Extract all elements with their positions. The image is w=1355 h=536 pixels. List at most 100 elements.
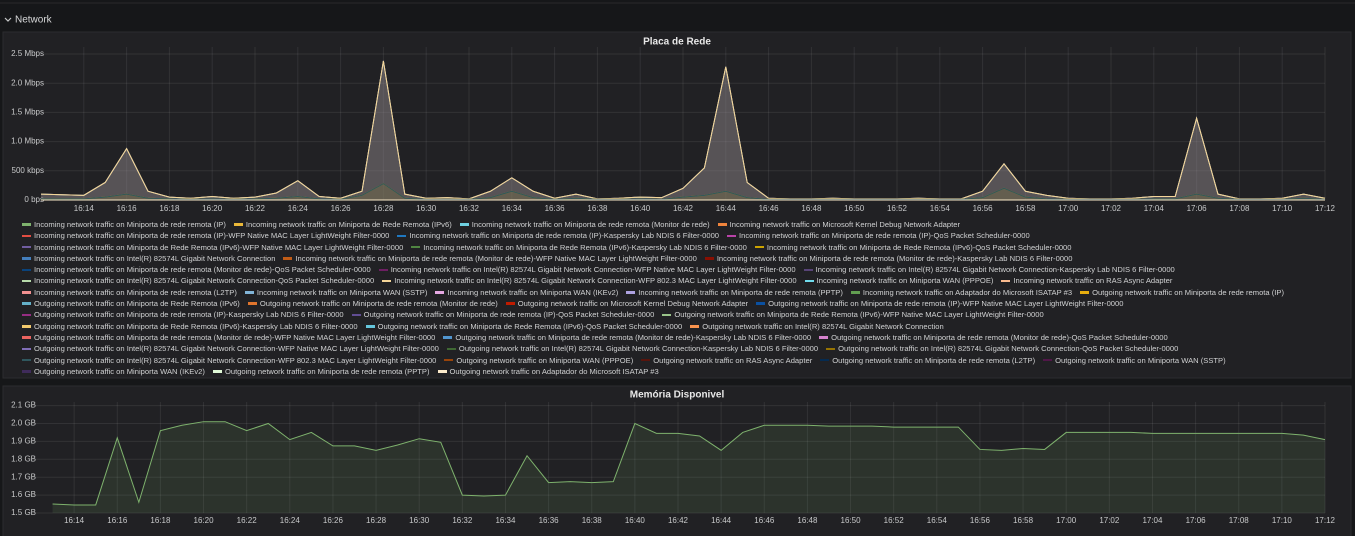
legend-label[interactable]: Incoming network traffic on Miniporta de…	[34, 265, 371, 275]
legend-item[interactable]: Incoming network traffic on Miniporta de…	[22, 230, 389, 241]
legend-item[interactable]: Outgoing network traffic on Miniporta de…	[22, 332, 435, 343]
legend-item[interactable]: Outgoing network traffic on Miniporta de…	[819, 332, 1168, 343]
legend-label[interactable]: Incoming network traffic on Miniporta de…	[34, 220, 226, 229]
row-title[interactable]: Network	[15, 15, 53, 26]
legend-label[interactable]: Outgoing network traffic on Miniporta WA…	[34, 366, 205, 376]
legend-item[interactable]: Outgoing network traffic on Intel(R) 825…	[826, 343, 1178, 354]
legend-label[interactable]: Incoming network traffic on Miniporta WA…	[256, 287, 428, 297]
legend-item[interactable]: Incoming network traffic on Intel(R) 825…	[22, 253, 275, 264]
legend-label[interactable]: Incoming network traffic on Miniporta de…	[471, 220, 710, 229]
legend-item[interactable]: Outgoing network traffic on Intel(R) 825…	[22, 355, 436, 366]
legend-label[interactable]: Incoming network traffic on Miniporta de…	[423, 242, 747, 252]
legend-label[interactable]: Outgoing network traffic on Miniporta de…	[674, 310, 1044, 320]
legend-label[interactable]: Incoming network traffic on Intel(R) 825…	[34, 276, 375, 286]
legend-label[interactable]: Outgoing network traffic on Miniporta de…	[34, 310, 344, 320]
legend-label[interactable]: Outgoing network traffic on Miniporta WA…	[1055, 355, 1226, 365]
legend-item[interactable]: Outgoing network traffic on Miniporta de…	[351, 309, 655, 320]
legend-label[interactable]: Incoming network traffic on Intel(R) 825…	[390, 265, 796, 275]
legend-item[interactable]: Outgoing network traffic on Miniporta de…	[22, 321, 358, 332]
legend-label[interactable]: Outgoing network traffic on Intel(R) 825…	[702, 321, 944, 331]
legend-item[interactable]: Incoming network traffic on Miniporta de…	[22, 287, 237, 298]
legend-label[interactable]: Outgoing network traffic on Intel(R) 825…	[838, 344, 1179, 354]
legend-label[interactable]: Outgoing network traffic on Miniporta WA…	[456, 355, 634, 365]
legend-label[interactable]: Incoming network traffic on Miniporta de…	[409, 231, 720, 241]
legend-item[interactable]: Incoming network traffic on Miniporta de…	[411, 242, 747, 253]
legend-item[interactable]: Incoming network traffic on Miniporta WA…	[244, 287, 428, 298]
legend-item[interactable]: Outgoing network traffic on Miniporta de…	[443, 332, 811, 343]
legend-item[interactable]: Incoming network traffic on Miniporta de…	[754, 242, 1072, 253]
legend-item[interactable]: Outgoing network traffic on Miniporta de…	[22, 298, 240, 309]
legend-item[interactable]: Outgoing network traffic on Intel(R) 825…	[22, 343, 439, 354]
legend-label[interactable]: Outgoing network traffic on RAS Async Ad…	[653, 355, 813, 365]
legend-label[interactable]: Incoming network traffic on Miniporta de…	[245, 220, 452, 229]
legend-item[interactable]: Outgoing network traffic on Intel(R) 825…	[690, 321, 944, 332]
legend-item[interactable]: Incoming network traffic on Miniporta de…	[22, 219, 226, 230]
legend-item[interactable]: Incoming network traffic on Miniporta de…	[283, 253, 697, 264]
legend-label[interactable]: Outgoing network traffic on Miniporta de…	[259, 299, 498, 309]
legend-item[interactable]: Outgoing network traffic on Miniporta de…	[212, 366, 430, 377]
legend-label[interactable]: Incoming network traffic on RAS Async Ad…	[1013, 276, 1173, 286]
legend-label[interactable]: Incoming network traffic on Miniporta de…	[638, 287, 843, 297]
legend-label[interactable]: Outgoing network traffic on Miniporta de…	[363, 310, 655, 320]
legend-label[interactable]: Incoming network traffic on Miniporta WA…	[447, 287, 619, 297]
legend-item[interactable]: Incoming network traffic on Miniporta WA…	[804, 275, 994, 286]
legend-label[interactable]: Incoming network traffic on Miniporta de…	[739, 231, 1030, 241]
legend-label[interactable]: Incoming network traffic on Intel(R) 825…	[815, 265, 1175, 275]
legend-item[interactable]: Incoming network traffic on Intel(R) 825…	[378, 264, 796, 275]
legend-item[interactable]: Outgoing network traffic on Miniporta de…	[756, 298, 1123, 309]
legend-item[interactable]: Incoming network traffic on Miniporta de…	[704, 253, 1073, 264]
legend-item[interactable]: Outgoing network traffic on Miniporta de…	[22, 309, 344, 320]
legend-label[interactable]: Outgoing network traffic on Miniporta de…	[34, 299, 240, 309]
legend-item[interactable]: Outgoing network traffic on Miniporta WA…	[1043, 355, 1226, 366]
row-chevron[interactable]	[4, 17, 12, 22]
legend-label[interactable]: Outgoing network traffic on Microsoft Ke…	[517, 299, 749, 309]
legend-label[interactable]: Incoming network traffic on Miniporta de…	[34, 287, 237, 297]
legend-label[interactable]: Incoming network traffic on Miniporta de…	[34, 231, 390, 241]
legend-label[interactable]: Outgoing network traffic on Miniporta de…	[34, 332, 436, 342]
legend-label[interactable]: Incoming network traffic on Miniporta de…	[716, 253, 1073, 263]
legend-item[interactable]: Incoming network traffic on Miniporta de…	[459, 219, 710, 230]
legend-item[interactable]: Outgoing network traffic on Microsoft Ke…	[505, 298, 749, 309]
legend-item[interactable]: Outgoing network traffic on Adaptador do…	[437, 366, 659, 377]
legend-label[interactable]: Outgoing network traffic on Miniporta de…	[377, 321, 683, 331]
legend-label[interactable]: Outgoing network traffic on Miniporta de…	[34, 321, 358, 331]
legend-item[interactable]: Incoming network traffic on Miniporta de…	[233, 219, 452, 230]
legend-label[interactable]: Outgoing network traffic on Miniporta de…	[768, 299, 1124, 309]
legend-item[interactable]: Outgoing network traffic on Miniporta de…	[662, 309, 1044, 320]
legend-item[interactable]: Incoming network traffic on Microsoft Ke…	[717, 219, 960, 230]
legend-item[interactable]: Incoming network traffic on Miniporta de…	[22, 264, 371, 275]
legend-item[interactable]: Incoming network traffic on Miniporta de…	[727, 230, 1030, 241]
legend-label[interactable]: Outgoing network traffic on Miniporta de…	[832, 355, 1036, 365]
legend-label[interactable]: Outgoing network traffic on Adaptador do…	[449, 366, 659, 376]
legend-item[interactable]: Incoming network traffic on Intel(R) 825…	[382, 275, 797, 286]
legend-label[interactable]: Incoming network traffic on Microsoft Ke…	[729, 220, 960, 229]
legend-item[interactable]: Outgoing network traffic on Miniporta WA…	[444, 355, 633, 366]
legend-label[interactable]: Incoming network traffic on Intel(R) 825…	[34, 253, 276, 263]
legend-label[interactable]: Outgoing network traffic on Miniporta de…	[455, 332, 812, 342]
legend-label[interactable]: Outgoing network traffic on Miniporta de…	[224, 366, 430, 376]
legend-item[interactable]: Incoming network traffic on Adaptador do…	[850, 287, 1073, 298]
legend-item[interactable]: Incoming network traffic on RAS Async Ad…	[1001, 275, 1172, 286]
legend-item[interactable]: Incoming network traffic on Intel(R) 825…	[22, 275, 374, 286]
legend-label[interactable]: Outgoing network traffic on Intel(R) 825…	[34, 355, 437, 365]
legend-item[interactable]: Outgoing network traffic on Miniporta de…	[1080, 287, 1284, 298]
legend-item[interactable]: Outgoing network traffic on Miniporta de…	[365, 321, 683, 332]
legend-label[interactable]: Outgoing network traffic on Intel(R) 825…	[34, 344, 439, 354]
legend-label[interactable]: Outgoing network traffic on Miniporta de…	[831, 332, 1168, 342]
legend-item[interactable]: Incoming network traffic on Miniporta de…	[397, 230, 719, 241]
legend-label[interactable]: Outgoing network traffic on Intel(R) 825…	[458, 344, 819, 354]
legend-label[interactable]: Incoming network traffic on Miniporta de…	[34, 242, 404, 252]
legend-item[interactable]: Incoming network traffic on Intel(R) 825…	[803, 264, 1175, 275]
legend-item[interactable]: Incoming network traffic on Miniporta de…	[626, 287, 843, 298]
legend-label[interactable]: Outgoing network traffic on Miniporta de…	[1092, 287, 1284, 297]
legend-item[interactable]: Outgoing network traffic on Miniporta WA…	[22, 366, 205, 377]
legend-item[interactable]: Outgoing network traffic on Miniporta de…	[247, 298, 498, 309]
legend-item[interactable]: Outgoing network traffic on RAS Async Ad…	[641, 355, 812, 366]
legend-item[interactable]: Outgoing network traffic on Intel(R) 825…	[446, 343, 819, 354]
legend-label[interactable]: Incoming network traffic on Miniporta de…	[766, 242, 1072, 252]
legend-label[interactable]: Incoming network traffic on Miniporta WA…	[816, 276, 994, 286]
legend-label[interactable]: Incoming network traffic on Intel(R) 825…	[394, 276, 797, 286]
legend-item[interactable]: Outgoing network traffic on Miniporta de…	[820, 355, 1035, 366]
legend-label[interactable]: Incoming network traffic on Adaptador do…	[862, 287, 1073, 297]
legend-item[interactable]: Incoming network traffic on Miniporta WA…	[435, 287, 618, 298]
